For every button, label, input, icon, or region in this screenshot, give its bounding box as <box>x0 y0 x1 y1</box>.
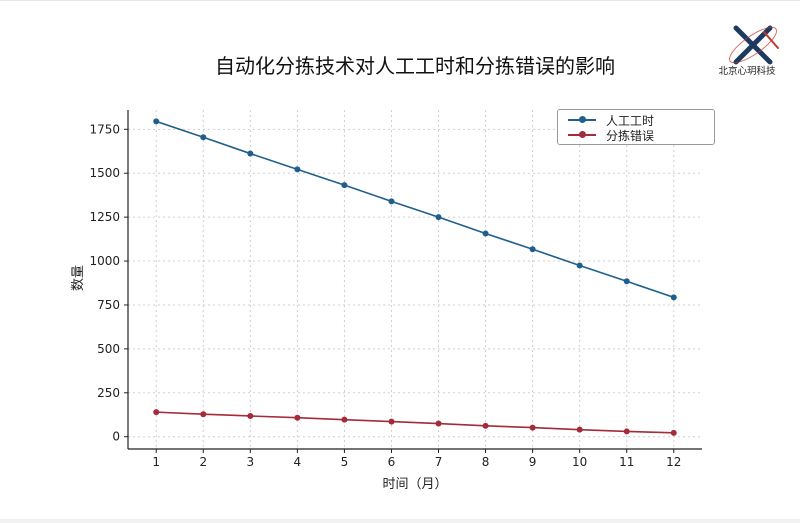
x-tick-label: 12 <box>666 455 681 469</box>
legend-swatch <box>568 112 596 128</box>
data-point <box>341 416 348 423</box>
data-point <box>623 428 630 435</box>
chart-title: 自动化分拣技术对人工工时和分拣错误的影响 <box>215 54 615 78</box>
x-tick-label: 8 <box>482 455 490 469</box>
legend-label: 分拣错误 <box>606 128 655 143</box>
data-point <box>670 294 677 301</box>
legend: 人工工时 分拣错误 <box>557 109 715 145</box>
data-point <box>576 426 583 433</box>
data-point <box>388 418 395 425</box>
x-tick-label: 5 <box>341 455 349 469</box>
series-line-1 <box>156 411 674 434</box>
series-line-0 <box>155 120 675 299</box>
data-point <box>200 134 207 141</box>
data-point <box>200 411 207 418</box>
x-tick-label: 1 <box>152 455 160 469</box>
y-tick-label: 1500 <box>89 166 120 180</box>
grid-lines <box>128 110 702 449</box>
brand-name: 北京心玥科技 <box>718 66 776 77</box>
x-tick-label: 11 <box>619 455 634 469</box>
data-point <box>247 412 254 419</box>
data-point <box>670 429 677 436</box>
crossed-lines-logo-icon <box>728 25 779 65</box>
x-tick-label: 2 <box>199 455 207 469</box>
y-tick-label: 250 <box>97 386 120 400</box>
legend-swatch <box>568 127 596 143</box>
y-axis-label: 数量 <box>71 265 86 291</box>
data-point <box>623 278 630 285</box>
data-point <box>576 262 583 269</box>
data-point <box>153 409 160 416</box>
y-tick-label: 0 <box>112 430 120 444</box>
x-tick-label: 7 <box>435 455 443 469</box>
data-point <box>247 150 254 157</box>
x-tick-label: 9 <box>529 455 537 469</box>
data-point <box>153 118 160 125</box>
x-tick-label: 3 <box>247 455 255 469</box>
data-point <box>435 214 442 221</box>
bottom-border <box>0 519 800 523</box>
x-tick-label: 6 <box>388 455 396 469</box>
x-axis-label: 时间（月） <box>382 477 447 492</box>
x-tick-label: 10 <box>572 455 587 469</box>
top-border <box>0 0 800 1</box>
series-group <box>153 118 677 436</box>
data-point <box>435 420 442 427</box>
x-tick-label: 4 <box>294 455 302 469</box>
data-point <box>294 414 301 421</box>
data-point <box>294 166 301 173</box>
y-tick-label: 500 <box>97 342 120 356</box>
legend-label: 人工工时 <box>606 113 655 128</box>
y-tick-label: 1000 <box>89 254 120 268</box>
y-tick-label: 1750 <box>89 122 120 136</box>
legend-item-labor-hours: 人工工时 <box>568 112 654 128</box>
data-point <box>341 182 348 189</box>
data-point <box>482 422 489 429</box>
axes <box>127 110 702 450</box>
legend-item-sorting-errors: 分拣错误 <box>568 127 654 143</box>
data-point <box>529 424 536 431</box>
y-tick-label: 1250 <box>89 210 120 224</box>
data-point <box>388 198 395 205</box>
data-point <box>529 246 536 253</box>
data-point <box>482 230 489 237</box>
y-tick-label: 750 <box>97 298 120 312</box>
